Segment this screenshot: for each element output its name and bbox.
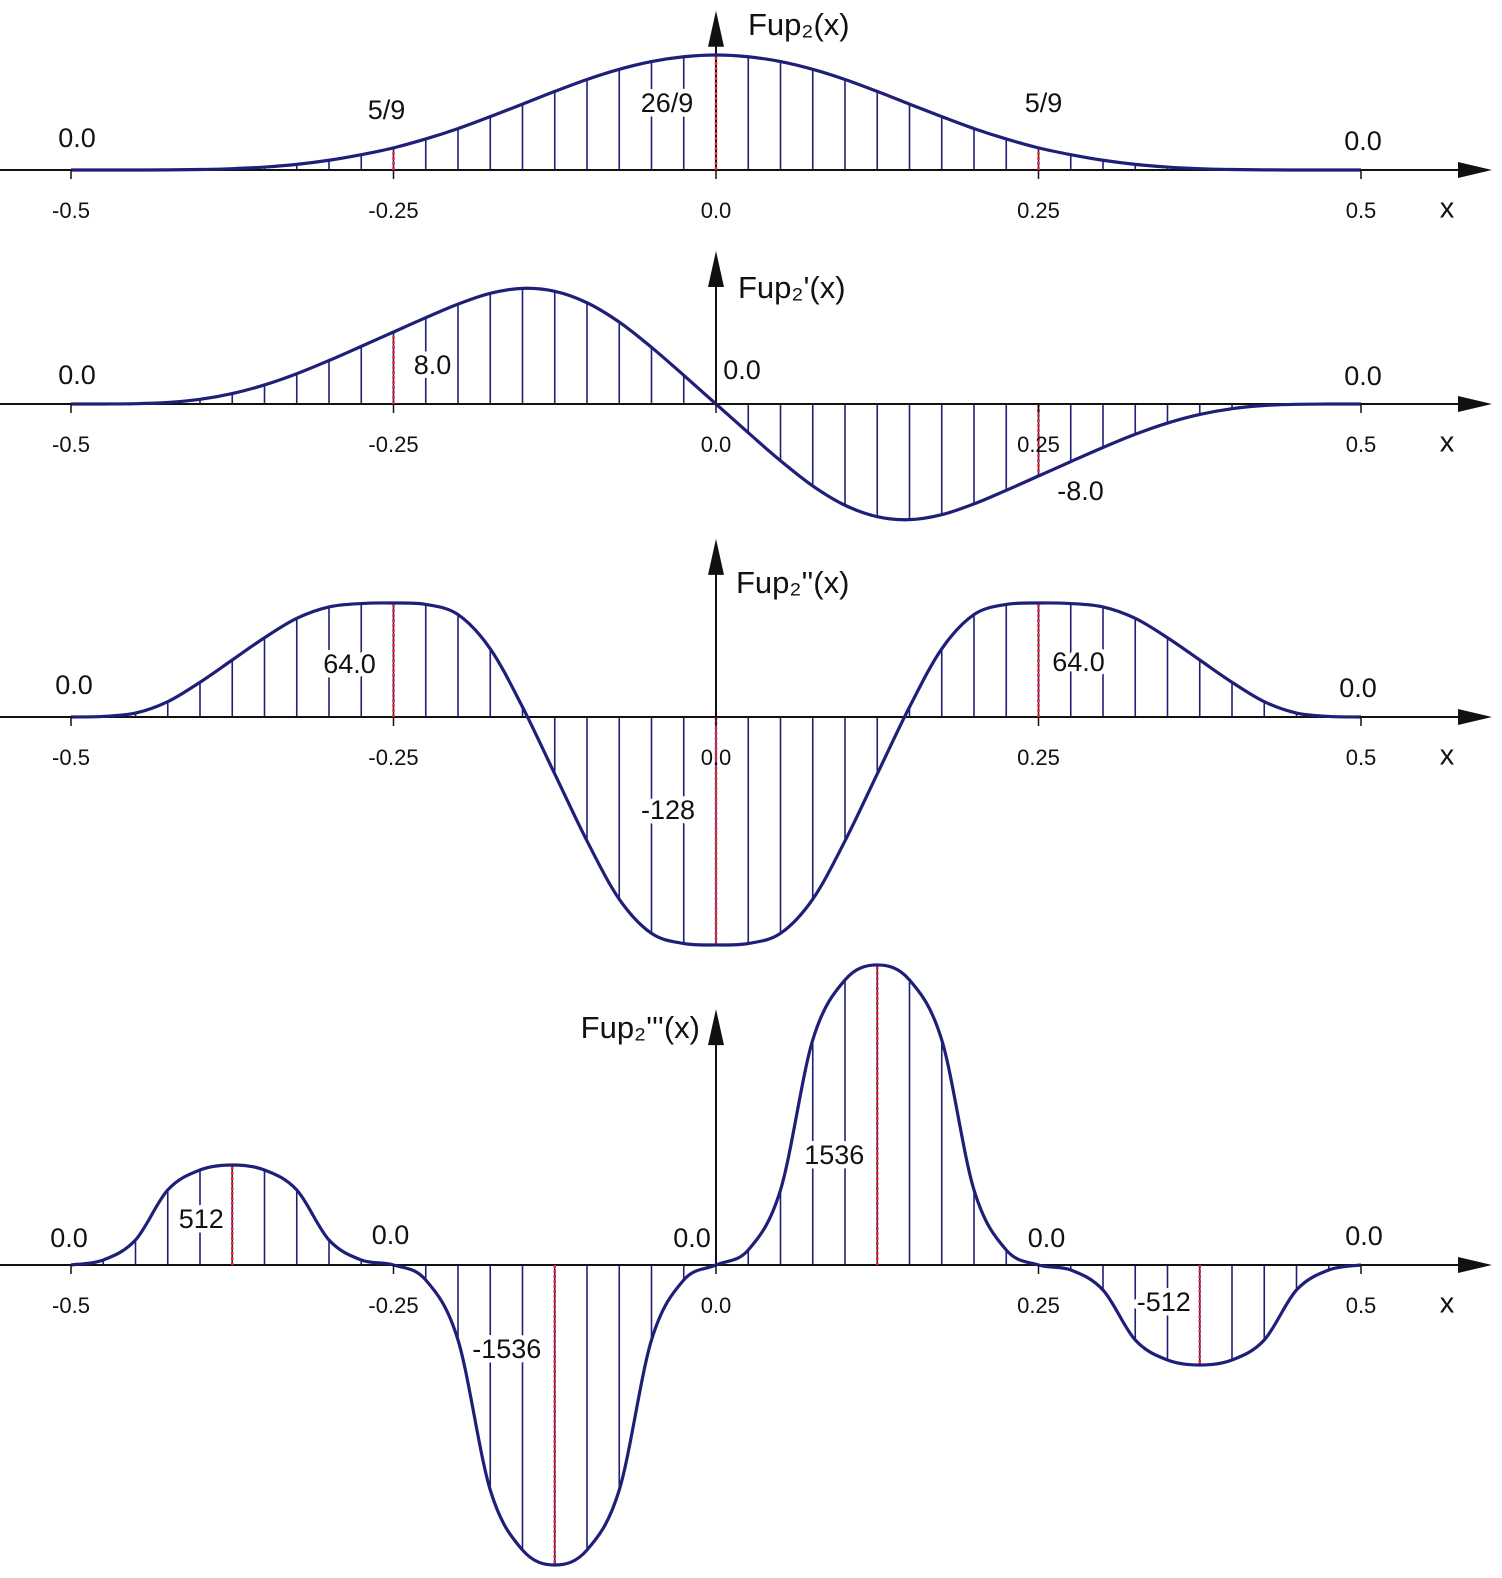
x-tick-label: 0.0 (701, 198, 732, 223)
annotation-label: 0.0 (1345, 1221, 1383, 1251)
x-axis-arrow (1458, 162, 1492, 178)
annotation-label: 26/9 (641, 88, 694, 118)
x-tick-label: 0.0 (701, 1293, 732, 1318)
annotation-label: -8.0 (1057, 476, 1104, 506)
annotation-label: 0.0 (1339, 673, 1377, 703)
curve (70, 53, 1362, 172)
x-tick-label: -0.5 (52, 432, 90, 457)
y-axis-arrow (708, 1009, 724, 1046)
x-tick-label: 0.5 (1346, 432, 1377, 457)
x-axis-label: x (1440, 1288, 1455, 1320)
annotation-label: 64.0 (1052, 647, 1105, 677)
panel: -0.5 -0.25 0.0 0.25 0.5 x Fup₂''(x) 0.0 64.0 -128… (0, 538, 1492, 947)
x-tick-label: -0.25 (368, 198, 418, 223)
annotation-label: 0.0 (372, 1220, 410, 1250)
annotation-label: 64.0 (323, 649, 376, 679)
annotation-label: 5/9 (368, 95, 406, 125)
x-tick-label: 0.25 (1017, 745, 1060, 770)
curve (70, 601, 1362, 947)
annotation-label: 8.0 (414, 350, 452, 380)
annotation-label: 0.0 (58, 123, 96, 153)
annotation-label: 0.0 (723, 355, 761, 385)
x-axis-arrow (1458, 708, 1492, 725)
annotation-label: 512 (179, 1204, 224, 1234)
x-tick-label: -0.25 (368, 745, 418, 770)
annotation-label: 0.0 (50, 1223, 88, 1253)
x-tick-label: 0.25 (1017, 1293, 1060, 1318)
y-axis-arrow (708, 538, 724, 575)
x-axis-arrow (1458, 396, 1492, 412)
y-axis-title: Fup₂'''(x) (581, 1010, 700, 1045)
annotation-label: -1536 (472, 1334, 541, 1364)
x-tick-label: -0.25 (368, 1293, 418, 1318)
x-tick-label: 0.0 (701, 432, 732, 457)
x-tick-label: 0.5 (1346, 198, 1377, 223)
annotation-label: 0.0 (58, 360, 96, 390)
panel: -0.5 -0.25 0.0 0.25 0.5 x Fup₂'''(x) 0.0 512 0.0 -… (0, 963, 1492, 1567)
x-axis-arrow (1458, 1256, 1492, 1273)
x-axis-label: x (1440, 193, 1455, 225)
x-axis-label: x (1440, 427, 1455, 459)
panel: -0.5 -0.25 0.0 0.25 0.5 x Fup₂(x) 0.0 5/9 26/9 5/9… (0, 7, 1492, 225)
x-tick-label: -0.5 (52, 1293, 90, 1318)
annotation-label: 0.0 (673, 1223, 711, 1253)
y-axis-title: Fup₂(x) (748, 7, 850, 42)
panel: -0.5 -0.25 0.0 0.25 0.5 x Fup₂'(x) 0.0 8.0 0.0 -8.… (0, 251, 1492, 522)
x-tick-label: 0.5 (1346, 1293, 1377, 1318)
annotation-label: 0.0 (1028, 1223, 1066, 1253)
annotation-label: -512 (1137, 1287, 1191, 1317)
annotation-label: -128 (641, 795, 695, 825)
annotation-label: 0.0 (55, 670, 93, 700)
x-tick-label: -0.5 (52, 198, 90, 223)
y-axis-arrow (708, 10, 724, 47)
x-tick-label: 0.0 (701, 745, 732, 770)
annotation-label: 5/9 (1025, 88, 1063, 118)
annotation-label: 0.0 (1344, 361, 1382, 391)
x-tick-label: 0.25 (1017, 198, 1060, 223)
curve (70, 963, 1362, 1567)
y-axis-title: Fup₂'(x) (738, 270, 846, 305)
y-axis-arrow (708, 251, 724, 287)
x-tick-label: 0.25 (1017, 432, 1060, 457)
y-axis-title: Fup₂''(x) (736, 565, 849, 600)
x-tick-label: -0.25 (368, 432, 418, 457)
x-tick-label: -0.5 (52, 745, 90, 770)
x-tick-label: 0.5 (1346, 745, 1377, 770)
annotation-label: 0.0 (1344, 126, 1382, 156)
x-axis-label: x (1440, 740, 1455, 772)
annotation-label: 1536 (804, 1140, 864, 1170)
